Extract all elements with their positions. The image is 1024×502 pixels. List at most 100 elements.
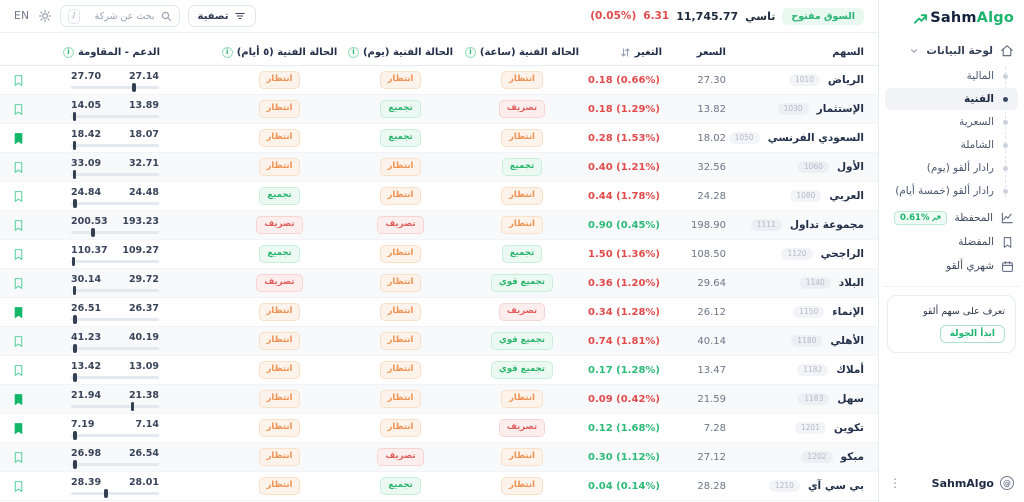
- table-row[interactable]: السعودي الفرنسي 1050 18.02 0.28 (1.53%) …: [0, 124, 878, 153]
- sidebar-sub-item-label: المالية: [966, 70, 994, 82]
- column-header-price: السعر: [696, 46, 726, 58]
- bookmark-icon[interactable]: [12, 421, 25, 436]
- search-input[interactable]: بحث عن شركة /: [59, 5, 180, 27]
- table-row[interactable]: مجموعة تداول 1111 198.90 0.90 (0.45%) ان…: [0, 211, 878, 240]
- sidebar-sub-item[interactable]: المالية: [885, 65, 1018, 87]
- info-icon[interactable]: [221, 46, 233, 58]
- sidebar-item-favorites[interactable]: المفضلة: [885, 230, 1018, 254]
- info-icon[interactable]: [347, 46, 359, 58]
- status-badge-day: انتظار: [379, 389, 422, 409]
- main-content: السوق مفتوح تاسي 11,745.77 6.31 (0.05%) …: [0, 0, 878, 502]
- table-row[interactable]: العربي 1080 24.28 0.44 (1.78%) انتظار ان…: [0, 182, 878, 211]
- table-body: الرياض 1010 27.30 0.18 (0.66%) انتظار ان…: [0, 66, 878, 501]
- table-row[interactable]: مبكو 1202 27.12 0.30 (1.12%) انتظار تصري…: [0, 443, 878, 472]
- language-toggle[interactable]: EN: [14, 10, 30, 22]
- price-position-handle: [73, 459, 77, 470]
- table-row[interactable]: الأهلي 1180 40.14 0.74 (1.81%) تجميع قوي…: [0, 327, 878, 356]
- sidebar-sub-item[interactable]: السعرية: [885, 111, 1018, 133]
- resistance-value: 21.94: [71, 390, 102, 402]
- stock-name: الأهلي: [830, 335, 864, 347]
- change-value: 0.74 (1.81%): [588, 335, 660, 347]
- stock-name: الرياض: [827, 74, 864, 86]
- support-value: 193.23: [122, 216, 159, 228]
- index-value: 11,745.77: [676, 9, 739, 23]
- kebab-menu-icon[interactable]: [889, 476, 901, 490]
- account-icon[interactable]: [1000, 476, 1014, 490]
- table-row[interactable]: البلاد 1140 29.64 0.36 (1.20%) تجميع قوي…: [0, 269, 878, 298]
- portfolio-label: المحفظة: [954, 212, 993, 224]
- change-value: 0.18 (1.29%): [588, 103, 660, 115]
- info-icon[interactable]: [62, 46, 74, 58]
- table-row[interactable]: الإنماء 1150 26.12 0.34 (1.28%) تصريف ان…: [0, 298, 878, 327]
- change-value: 0.44 (1.78%): [588, 190, 660, 202]
- price-range-track: [71, 401, 159, 412]
- column-header-day: الحالة الفنية (يوم): [340, 39, 461, 65]
- table-row[interactable]: الإستثمار 1030 13.82 0.18 (1.29%) تصريف …: [0, 95, 878, 124]
- bookmark-icon[interactable]: [12, 479, 25, 494]
- sidebar-item-label: لوحة البيانات: [926, 44, 993, 57]
- status-badge-hour: تصريف: [498, 99, 546, 119]
- status-badge-hour: انتظار: [501, 128, 543, 148]
- table-row[interactable]: الأول 1060 32.56 0.40 (1.21%) تجميع انتظ…: [0, 153, 878, 182]
- bookmark-icon[interactable]: [12, 160, 25, 175]
- price-range-track: [71, 372, 159, 383]
- column-header-change: التغير: [583, 39, 668, 65]
- stock-code-badge: 1182: [797, 364, 829, 376]
- bookmark-icon[interactable]: [12, 218, 25, 233]
- stock-name: الراجحي: [820, 248, 864, 260]
- sidebar-sub-item[interactable]: رادار ألقو (يوم): [885, 157, 1018, 179]
- bookmark-icon[interactable]: [12, 247, 25, 262]
- sidebar-footer: SahmAlgo: [879, 468, 1024, 502]
- stock-name: الإستثمار: [816, 103, 864, 115]
- resistance-value: 13.42: [71, 361, 102, 373]
- bookmark-icon[interactable]: [12, 363, 25, 378]
- sidebar: SahmAlgo لوحة البيانات المالية الفنية ال…: [878, 0, 1024, 502]
- price-range-track: [71, 198, 159, 209]
- stock-code-badge: 1210: [768, 480, 800, 492]
- price-value: 40.14: [697, 335, 726, 347]
- support-resistance-indicator: 110.37 109.27: [71, 245, 159, 267]
- sidebar-sub-item-label: السعرية: [959, 116, 994, 128]
- price-value: 7.28: [703, 422, 726, 434]
- bookmark-icon[interactable]: [12, 73, 25, 88]
- home-icon: [1001, 44, 1013, 56]
- bookmark-icon[interactable]: [12, 131, 25, 146]
- start-tour-button[interactable]: ابدأ الجولة: [939, 325, 1005, 343]
- resistance-value: 26.98: [71, 448, 102, 460]
- filter-button[interactable]: تصفية: [187, 5, 257, 27]
- sidebar-sub-item[interactable]: الفنية: [885, 88, 1018, 110]
- bookmark-icon[interactable]: [12, 392, 25, 407]
- resistance-value: 18.42: [71, 129, 102, 141]
- table-row[interactable]: أملاك 1182 13.47 0.17 (1.28%) تجميع قوي …: [0, 356, 878, 385]
- bookmark-icon[interactable]: [12, 334, 25, 349]
- status-badge-day: انتظار: [379, 418, 422, 438]
- table-row[interactable]: الراجحي 1120 108.50 1.50 (1.36%) تجميع ا…: [0, 240, 878, 269]
- price-position-handle: [73, 430, 77, 441]
- price-position-handle: [130, 401, 135, 412]
- bookmark-icon[interactable]: [12, 305, 25, 320]
- status-badge-day: انتظار: [379, 302, 422, 322]
- resistance-value: 28.39: [71, 477, 102, 489]
- status-badge-day: انتظار: [379, 273, 422, 293]
- bookmark-icon[interactable]: [12, 276, 25, 291]
- table-row[interactable]: الرياض 1010 27.30 0.18 (0.66%) انتظار ان…: [0, 66, 878, 95]
- chevron-down-icon: [909, 46, 919, 56]
- sidebar-item-portfolio[interactable]: المحفظة 0.61%: [885, 206, 1018, 230]
- status-badge-day: انتظار: [379, 186, 422, 206]
- sort-icon[interactable]: [620, 47, 631, 58]
- table-row[interactable]: بي سي آي 1210 28.28 0.04 (0.14%) انتظار …: [0, 472, 878, 501]
- status-badge-hour: انتظار: [501, 389, 543, 409]
- bookmark-icon[interactable]: [12, 450, 25, 465]
- table-row[interactable]: سهل 1183 21.59 0.09 (0.42%) انتظار انتظا…: [0, 385, 878, 414]
- sidebar-item-monthly[interactable]: شهري ألقو: [885, 254, 1018, 278]
- table-row[interactable]: تكوين 1201 7.28 0.12 (1.68%) تصريف انتظا…: [0, 414, 878, 443]
- sidebar-sub-item[interactable]: الشاملة: [885, 134, 1018, 156]
- bookmark-icon[interactable]: [12, 189, 25, 204]
- sidebar-sub-item[interactable]: رادار ألقو (خمسة أيام): [885, 180, 1018, 202]
- table-header: السهم السعر التغير الحالة الفنية (ساعة) …: [0, 39, 878, 66]
- theme-toggle-icon[interactable]: [38, 9, 52, 23]
- sidebar-item-dashboard[interactable]: لوحة البيانات: [885, 38, 1018, 63]
- status-badge-five-day: انتظار: [258, 447, 301, 467]
- bookmark-icon[interactable]: [12, 102, 25, 117]
- info-icon[interactable]: [464, 46, 476, 58]
